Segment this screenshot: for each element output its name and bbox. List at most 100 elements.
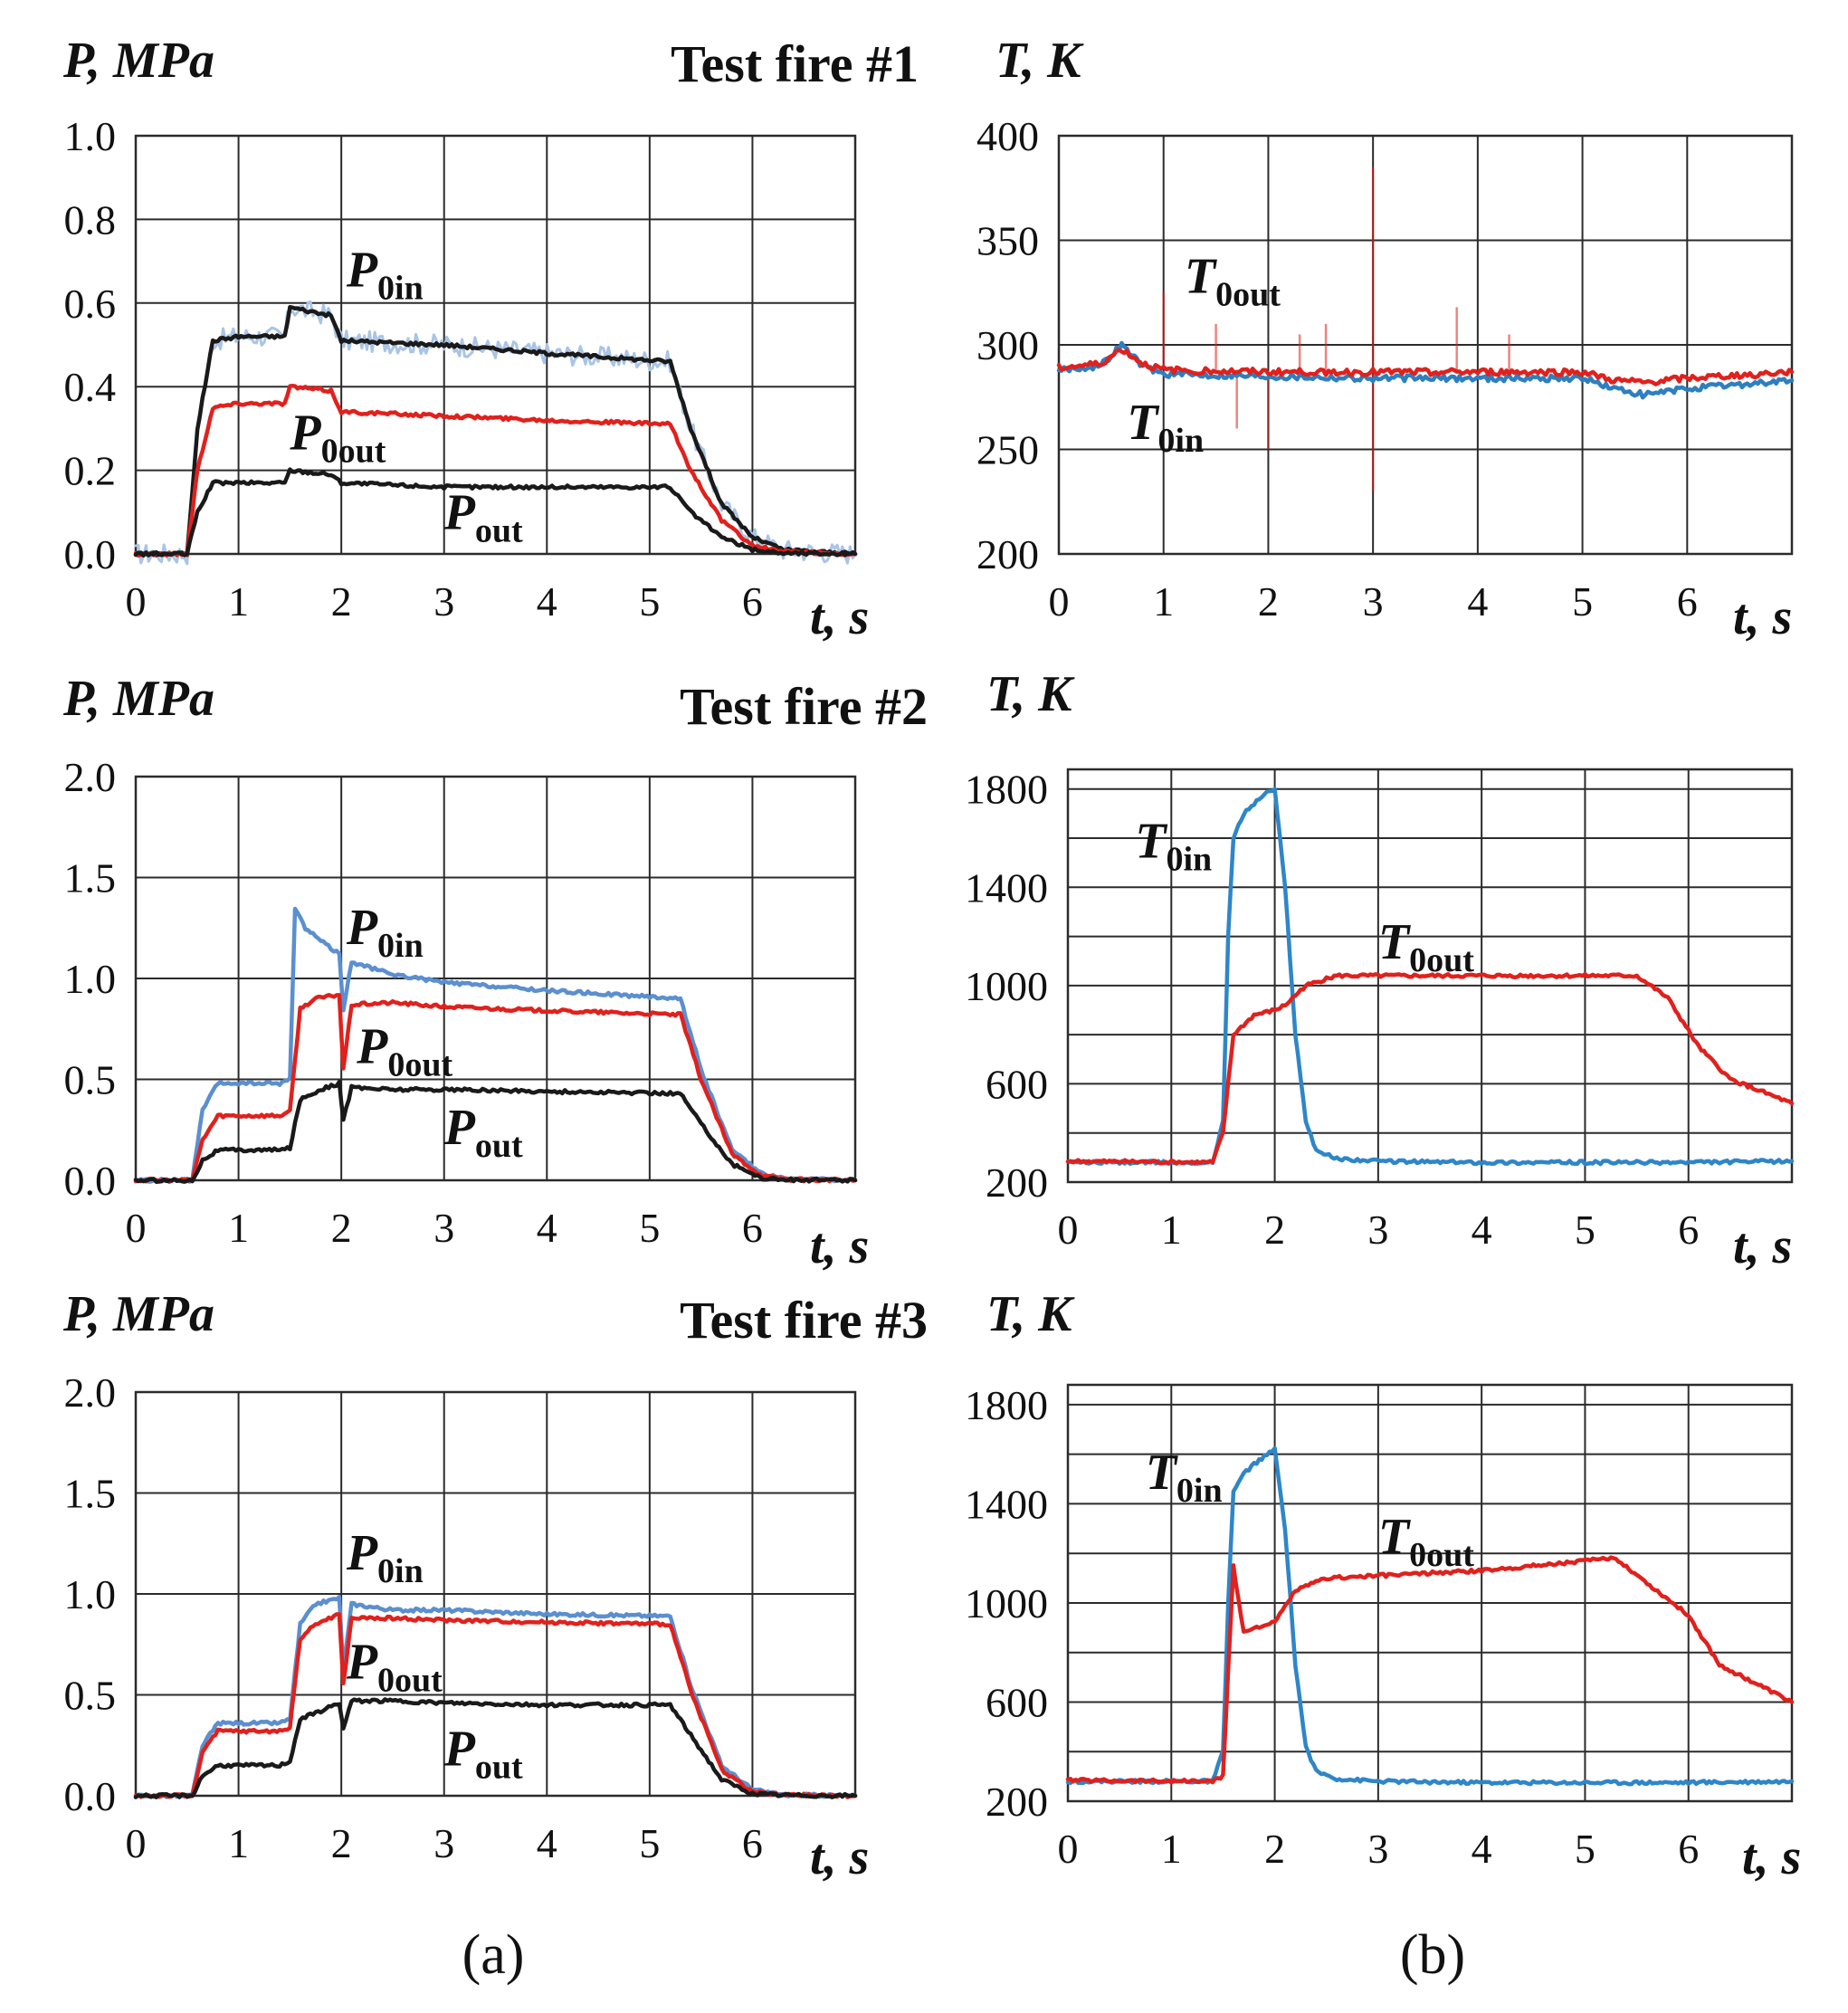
y-tick-label: 1400 <box>965 1481 1048 1527</box>
series-annotation: Pout <box>443 484 523 549</box>
y-tick-label: 600 <box>986 1061 1048 1107</box>
y-tick-label: 0.0 <box>64 1773 117 1819</box>
series-line-T0out <box>1065 1555 1795 1785</box>
x-tick-label: 5 <box>639 1205 660 1251</box>
plot-frame <box>1066 1383 1794 1803</box>
y-tick-label: 0.4 <box>64 364 117 410</box>
x-tick-label: 0 <box>126 1820 147 1866</box>
y-tick-label: 1.0 <box>64 113 117 159</box>
panels: 0 1 2 3 4 5 6 0.0 0.2 0.4 0.6 0.8 1.0 P, MPa t, s Test … <box>62 33 1801 1885</box>
y-tick-label: 200 <box>986 1159 1048 1206</box>
plot-frame <box>134 775 857 1182</box>
y-axis-label: P, MPa <box>62 671 214 727</box>
x-axis-label: t, s <box>1733 589 1792 645</box>
x-tick-label: 3 <box>433 1205 454 1251</box>
series-annotation: T0in <box>1135 814 1212 879</box>
plot-frame <box>1066 768 1794 1184</box>
y-tick-label: 1800 <box>965 1382 1048 1428</box>
x-axis-label: t, s <box>810 1218 869 1274</box>
series-annotation: T0in <box>1146 1445 1223 1510</box>
chart-title: Test fire #3 <box>680 1291 928 1350</box>
series-line-T0out <box>1056 348 1795 386</box>
x-tick-label: 5 <box>639 1820 660 1866</box>
y-tick-label: 2.0 <box>64 1369 117 1416</box>
x-tick-label: 2 <box>1258 578 1279 625</box>
series-line-P0in <box>133 1595 858 1799</box>
series-annotation: T0in <box>1127 395 1204 460</box>
y-axis-label: P, MPa <box>62 1286 214 1342</box>
x-tick-label: 5 <box>1575 1207 1596 1253</box>
x-tick-label: 4 <box>537 578 557 625</box>
series-annotation: P0in <box>346 242 424 307</box>
x-tick-label: 0 <box>1049 578 1070 625</box>
caption-a: (a) <box>462 1924 525 1986</box>
x-tick-label: 1 <box>228 1820 249 1866</box>
series-annotation: P0in <box>346 900 424 965</box>
x-tick-label: 5 <box>639 578 660 625</box>
x-tick-label: 6 <box>1678 1207 1699 1253</box>
series-line-T0in <box>1056 340 1795 400</box>
series-line-P0in <box>133 906 858 1184</box>
series-noise-P0in <box>134 301 857 566</box>
x-tick-label: 6 <box>742 1820 763 1866</box>
y-tick-label: 0.0 <box>64 531 117 577</box>
series-annotation: P0in <box>346 1525 424 1590</box>
series-line-P0out <box>133 1612 858 1799</box>
chart-p2: 0 1 2 3 4 5 6 0.0 0.5 1.0 1.5 2.0 P, MPa t, s Test fir… <box>62 671 928 1274</box>
x-tick-label: 3 <box>1367 1826 1388 1872</box>
y-tick-label: 0.8 <box>64 196 117 243</box>
series-line-Pout <box>133 1080 858 1184</box>
x-tick-label: 4 <box>537 1205 557 1251</box>
chart-title: Test fire #2 <box>680 677 928 736</box>
y-tick-label: 1.5 <box>64 855 117 902</box>
series-line-Pout <box>133 467 858 558</box>
y-axis-label: P, MPa <box>62 33 214 89</box>
x-tick-label: 6 <box>742 578 763 625</box>
x-tick-label: 2 <box>1264 1207 1285 1253</box>
chart-t1: 0 1 2 3 4 5 6 200 250 300 350 400 T, K t, s T0out T0in <box>976 33 1795 645</box>
x-tick-label: 4 <box>1472 1826 1492 1872</box>
series-line-T0out <box>1065 971 1795 1166</box>
x-axis-label: t, s <box>810 589 869 645</box>
series-annotation: T0out <box>1378 1509 1474 1574</box>
x-tick-label: 5 <box>1575 1826 1596 1872</box>
x-tick-label: 0 <box>126 578 147 625</box>
x-tick-label: 3 <box>433 578 454 625</box>
x-tick-label: 6 <box>742 1205 763 1251</box>
series-line-P0in <box>133 304 858 558</box>
x-tick-label: 3 <box>1363 578 1384 625</box>
y-tick-label: 200 <box>976 531 1039 577</box>
x-tick-label: 3 <box>1367 1207 1388 1253</box>
x-tick-label: 5 <box>1572 578 1593 625</box>
x-tick-label: 4 <box>1472 1207 1492 1253</box>
y-tick-label: 0.6 <box>64 281 117 327</box>
y-tick-label: 1400 <box>965 864 1048 911</box>
series-line-P0out <box>133 383 858 558</box>
series-line-P0out <box>133 992 858 1184</box>
x-tick-label: 6 <box>1678 1826 1699 1872</box>
y-tick-label: 1000 <box>965 1580 1048 1627</box>
series-annotation: T0out <box>1185 248 1281 313</box>
x-tick-label: 2 <box>331 1820 352 1866</box>
y-tick-label: 200 <box>986 1779 1048 1825</box>
y-axis-label: T, K <box>995 33 1084 89</box>
series-annotation: P0out <box>346 1635 443 1700</box>
series-annotation: Pout <box>443 1722 523 1787</box>
chart-p1: 0 1 2 3 4 5 6 0.0 0.2 0.4 0.6 0.8 1.0 P, MPa t, s Test … <box>62 33 919 645</box>
x-tick-label: 2 <box>331 578 352 625</box>
x-axis-label: t, s <box>810 1829 869 1885</box>
chart-t3: 0 1 2 3 4 5 6 200 600 1000 1400 1800 T, K t, s T0in T0o… <box>965 1286 1801 1885</box>
y-tick-label: 0.2 <box>64 448 117 494</box>
x-tick-label: 4 <box>1467 578 1488 625</box>
y-axis-label: T, K <box>986 1286 1075 1342</box>
y-axis-label: T, K <box>986 666 1075 722</box>
y-tick-label: 0.5 <box>64 1673 117 1719</box>
x-axis-label: t, s <box>1733 1218 1792 1274</box>
x-tick-label: 1 <box>1153 578 1174 625</box>
x-tick-label: 0 <box>1058 1826 1079 1872</box>
y-tick-label: 250 <box>976 427 1039 473</box>
plot-frame <box>134 134 857 556</box>
series-line-Pout <box>133 1697 858 1799</box>
